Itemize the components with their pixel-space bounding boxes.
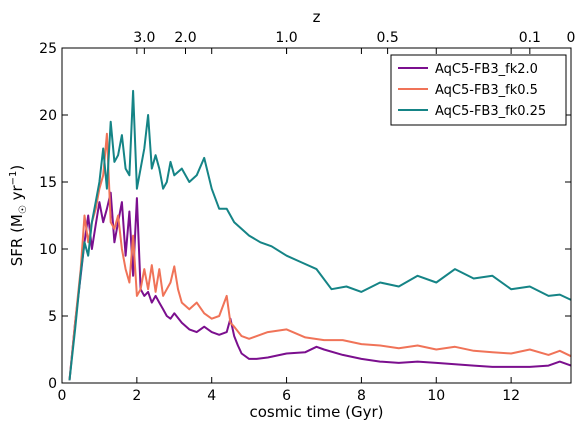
y-axis-label-suffix: )	[8, 165, 26, 171]
y-axis-label-exponent: −1	[8, 171, 19, 186]
legend-label: AqC5-FB3_fk0.5	[435, 83, 538, 98]
x-axis-label: cosmic time (Gyr)	[249, 403, 383, 421]
x-tick-label: 0	[58, 388, 67, 404]
y-axis-label: SFR (M☉ yr−1)	[8, 165, 29, 267]
y-axis-label-prefix: SFR (M	[8, 214, 26, 266]
top-axis-label: z	[313, 8, 321, 26]
y-tick-label: 15	[39, 175, 57, 191]
x-tick-label: 10	[427, 388, 445, 404]
z-tick-label: 0.1	[519, 30, 541, 46]
sun-symbol: ☉	[18, 205, 29, 214]
y-tick-label: 5	[48, 309, 57, 325]
x-tick-label: 12	[502, 388, 520, 404]
ticks-layer: 0 2 4 6 8 10 12 0 5 10 15 20 25 3.0 2.0 1.0 0.5 0.1 0	[39, 30, 575, 404]
y-axis-label-unit: yr	[8, 185, 26, 206]
x-tick-label: 2	[132, 388, 141, 404]
x-tick-label: 6	[282, 388, 291, 404]
z-tick-label: 3.0	[133, 30, 155, 46]
y-tick-label: 10	[39, 242, 57, 258]
z-tick-label: 0.5	[376, 30, 398, 46]
series-line-AqC5-FB3_fk0.25	[68, 89, 572, 381]
x-tick-label: 4	[207, 388, 216, 404]
y-tick-label: 25	[39, 41, 57, 57]
series-line-AqC5-FB3_fk0.5	[68, 132, 572, 381]
plot-frame	[61, 47, 572, 384]
z-tick-label: 2.0	[174, 30, 196, 46]
z-tick-label: 0	[567, 30, 576, 46]
z-tick-label: 1.0	[275, 30, 297, 46]
x-tick-label: 8	[357, 388, 366, 404]
y-tick-label: 0	[48, 376, 57, 392]
legend-label: AqC5-FB3_fk0.25	[435, 104, 546, 119]
series-layer	[68, 89, 572, 381]
y-tick-label: 20	[39, 108, 57, 124]
legend: AqC5-FB3_fk2.0 AqC5-FB3_fk0.5 AqC5-FB3_fk0…	[390, 54, 567, 126]
legend-label: AqC5-FB3_fk2.0	[435, 62, 538, 77]
